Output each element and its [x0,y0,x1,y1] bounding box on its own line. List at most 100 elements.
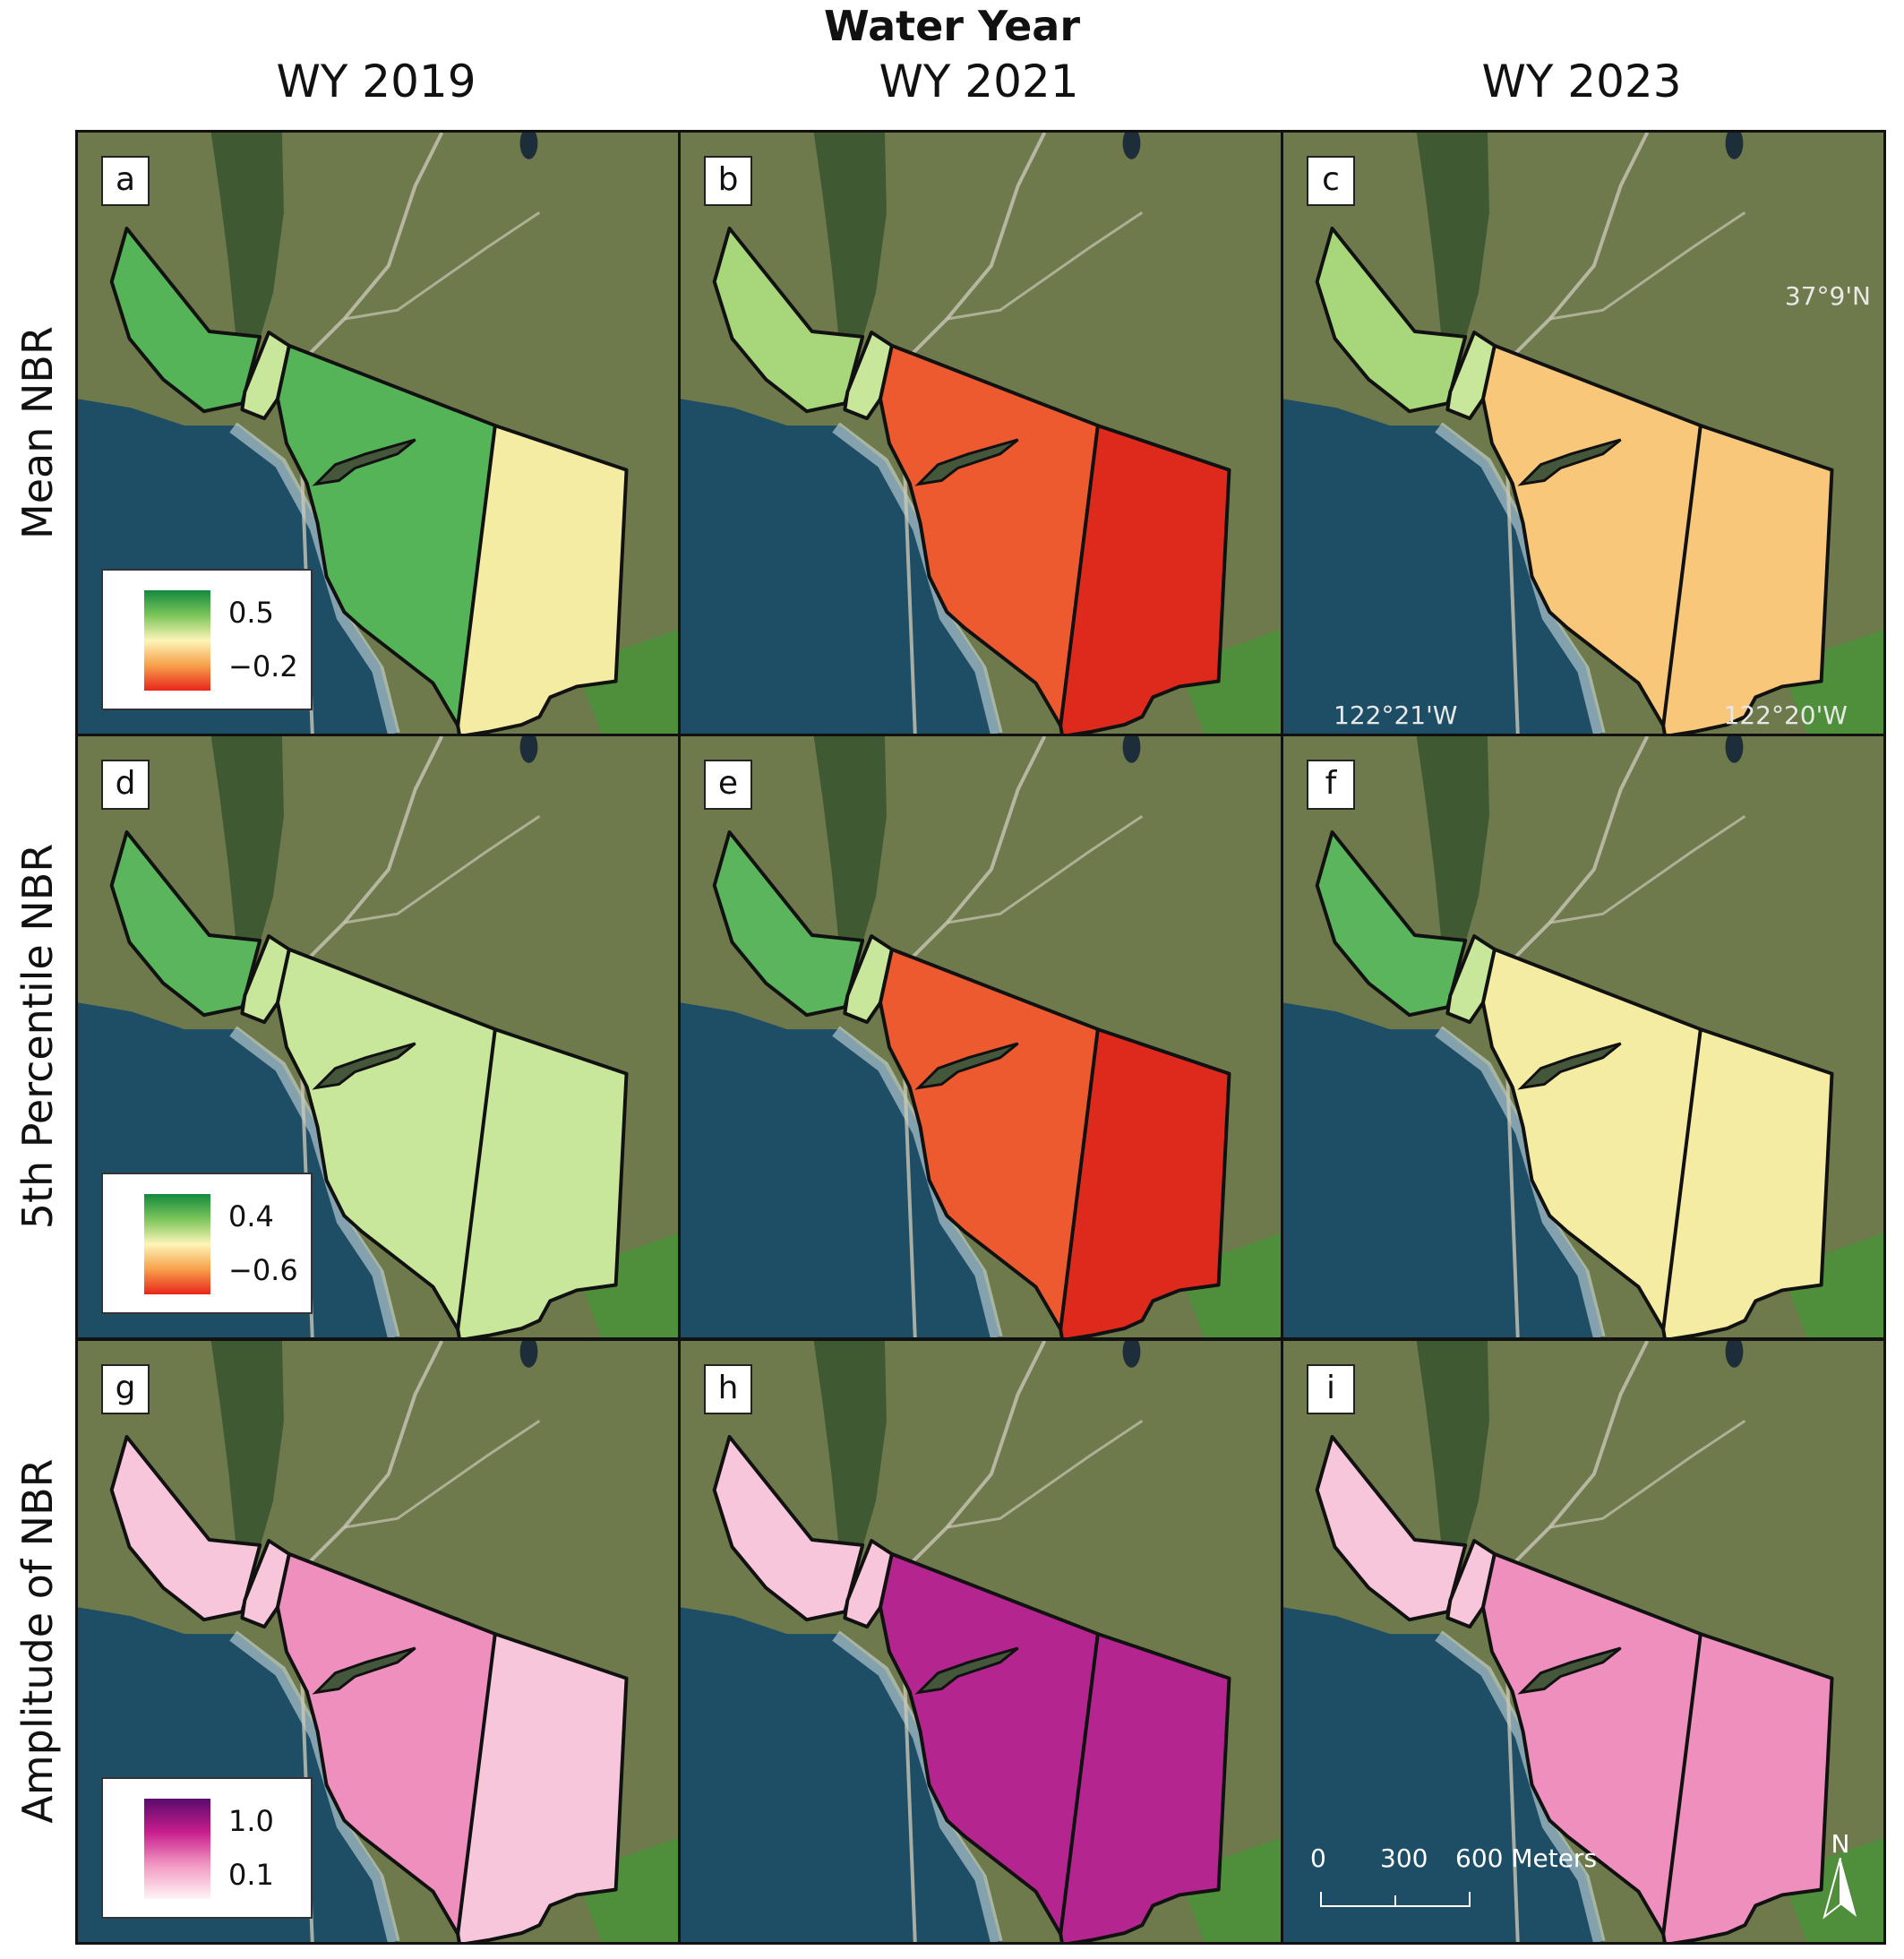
legend-max-value: 0.5 [228,596,274,630]
ocean-area [681,1002,1000,1337]
tree-cover [813,736,887,958]
column-header-wy2023: WY 2023 [1481,56,1682,107]
panel-label-d: d [101,760,150,810]
panel-label-h: h [704,1364,752,1414]
green-field [1178,1838,1281,1942]
east-pasture [456,1632,629,1942]
ocean-area [681,399,1000,734]
legend-min-value: −0.2 [228,649,298,683]
road-line [344,211,541,321]
color-legend: 0.5 −0.2 [101,569,313,710]
west-pasture [712,1435,865,1622]
scale-bar-tick-label: 600 Meters [1455,1843,1598,1873]
inlet-gap [312,438,416,486]
figure-title: Water Year [823,2,1081,50]
map-panel-g: g 1.0 0.1 [75,1338,681,1945]
east-pasture [1059,424,1231,734]
ocean-area [1283,399,1603,734]
north-label: N [1831,1829,1850,1859]
west-pasture [712,830,865,1018]
satellite-basemap [1283,133,1883,734]
map-panel-h: h [678,1338,1283,1945]
inlet-gap [312,1042,416,1090]
ocean-area [681,1607,1000,1942]
panel-label-g: g [101,1364,150,1414]
satellite-basemap [681,133,1281,734]
legend-min-value: 0.1 [228,1858,274,1892]
tree-cover [1416,736,1489,958]
tree-cover [1416,133,1489,355]
pond [1122,736,1141,763]
tree-cover [1416,1341,1489,1563]
column-header-wy2019: WY 2019 [276,56,476,107]
legend-max-value: 0.4 [228,1199,274,1233]
west-pasture [1315,830,1468,1018]
ocean-area [1283,1002,1603,1337]
pond [1725,736,1744,763]
tree-cover [813,133,887,355]
panel-label-a: a [101,156,150,206]
map-panel-e: e [678,734,1283,1340]
tree-cover [210,1341,284,1563]
east-pasture [1661,1027,1834,1337]
longitude-label-west: 122°21'W [1334,700,1458,730]
inlet-gap [1517,1646,1622,1695]
legend-min-value: −0.6 [228,1253,298,1287]
green-field [575,1838,678,1942]
tree-cover [210,736,284,958]
tree-cover [813,1341,887,1563]
east-pasture [456,1027,629,1337]
road-line [344,814,541,924]
column-header-wy2021: WY 2021 [879,56,1079,107]
west-pasture [109,1435,262,1622]
inlet-gap [1517,438,1622,486]
pond [1725,133,1744,159]
panel-label-c: c [1307,156,1355,206]
road-line [947,814,1144,924]
pond [1122,133,1141,159]
legend-color-ramp [144,590,210,691]
road-line [1549,211,1746,321]
latitude-label: 37°9'N [1784,281,1871,311]
map-panel-b: b [678,130,1283,736]
map-panel-i: i 0 300 600 Meters N [1281,1338,1886,1945]
green-field [1780,1233,1883,1337]
legend-color-ramp [144,1799,210,1899]
panel-label-b: b [704,156,752,206]
west-pasture [712,227,865,414]
road-line [947,211,1144,321]
north-arrow-icon: N [1821,1829,1860,1920]
panel-label-i: i [1307,1364,1355,1414]
tree-cover [210,133,284,355]
east-pasture [1661,1632,1834,1942]
ocean-area [1283,1607,1603,1942]
scale-bar-tick-label: 300 [1380,1843,1428,1873]
color-legend: 0.4 −0.6 [101,1173,313,1314]
satellite-basemap [1283,1341,1883,1942]
satellite-basemap [681,1341,1281,1942]
inlet-gap [914,1646,1019,1695]
pond [1725,1341,1744,1368]
color-legend: 1.0 0.1 [101,1777,313,1919]
west-pasture [1315,1435,1468,1622]
inlet-gap [914,1042,1019,1090]
map-panel-c: c 37°9'N 122°21'W 122°20'W [1281,130,1886,736]
panel-label-e: e [704,760,752,810]
legend-max-value: 1.0 [228,1804,274,1838]
satellite-basemap [681,736,1281,1337]
west-pasture [1315,227,1468,414]
west-pasture [109,227,262,414]
map-panel-f: f [1281,734,1886,1340]
west-pasture [109,830,262,1018]
road-line [1549,1419,1746,1529]
green-field [1178,1233,1281,1337]
green-field [1178,630,1281,734]
pond [519,1341,538,1368]
green-field [575,1233,678,1337]
scale-bar: 0 300 600 Meters [1305,1843,1597,1915]
road-line [344,1419,541,1529]
map-panel-d: d 0.4 −0.6 [75,734,681,1340]
road-line [947,1419,1144,1529]
scale-bar-line [1320,1892,1471,1907]
inlet-gap [312,1646,416,1695]
